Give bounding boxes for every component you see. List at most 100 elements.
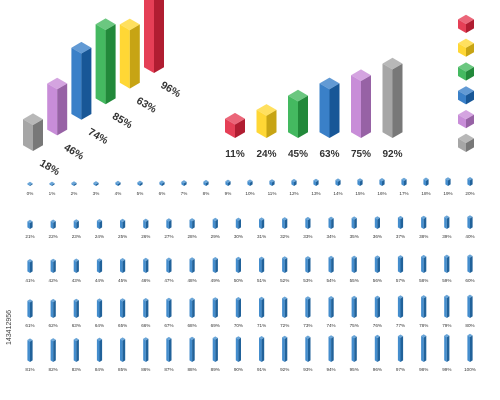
small-bar-74pct-top-face [328,296,334,300]
color-swatch-column [458,14,474,152]
small-bar-91pct-right-face [261,337,265,362]
small-bar-48pct-left-face [189,258,193,273]
small-bar-label-51pct: 51% [257,278,266,283]
small-bar-label-72pct: 72% [280,323,289,328]
small-bar-55pct [351,255,357,273]
small-bar-label-13pct: 13% [311,191,320,196]
small-bar-31pct-top-face [259,217,265,221]
small-bar-label-95pct: 95% [350,367,359,372]
small-bar-label-4pct: 4% [115,191,122,196]
small-bar-75pct-top-face [351,295,357,299]
small-bar-label-50pct: 50% [234,278,243,283]
front-bar-1-right-face [235,118,245,138]
small-bar-label-77pct: 77% [396,323,405,328]
small-bar-label-42pct: 42% [49,278,58,283]
swatch-cube-gray-right-face [466,138,474,152]
swatch-cube-gray [458,133,474,152]
small-bar-23pct-left-face [73,220,77,229]
small-bar-90pct-right-face [238,337,241,362]
iso-bar-5 [119,18,140,89]
small-bar-37pct-left-face [397,217,401,229]
small-bar-51pct-right-face [261,258,265,273]
small-bar-label-35pct: 35% [350,234,359,239]
small-bar-label-10pct: 10% [245,191,254,196]
small-bar-83pct [73,337,79,362]
small-bar-74pct-right-face [331,297,334,318]
small-bar-label-53pct: 53% [303,278,312,283]
small-bar-7pct [181,180,187,186]
small-bar-0pct-top-face [27,181,33,185]
small-bar-23pct [73,219,79,229]
small-bar-label-94pct: 94% [326,367,335,372]
small-bar-31pct-left-face [259,219,262,229]
front-bar-3 [288,89,308,138]
front-bar-6-top-face [382,57,403,70]
small-bar-label-41pct: 41% [25,278,34,283]
small-bar-97pct-top-face [397,334,404,338]
small-bar-18pct-right-face [426,179,429,186]
small-bar-49pct-top-face [212,257,218,261]
small-bar-label-93pct: 93% [303,367,312,372]
small-bar-13pct-top-face [313,178,319,182]
small-bar-label-59pct: 59% [442,278,451,283]
small-bar-54pct-top-face [328,255,334,259]
small-bar-60pct-left-face [467,256,470,273]
small-bar-85pct [120,337,126,362]
small-bar-label-69pct: 69% [211,323,220,328]
small-bar-label-88pct: 88% [188,367,197,372]
small-bar-19pct-top-face [445,177,451,181]
small-bar-80pct-top-face [467,294,473,298]
small-bar-61pct-left-face [27,300,30,318]
small-bar-79pct [444,294,450,318]
small-bar-label-14pct: 14% [333,191,342,196]
small-bar-20pct [467,177,473,186]
small-bar-27pct-top-face [166,218,172,222]
small-bar-60pct-top-face [467,254,473,258]
small-bar-28pct-left-face [189,219,193,229]
small-bar-17pct-left-face [401,179,404,186]
small-bar-35pct-left-face [351,218,355,229]
small-bar-70pct-right-face [238,298,241,318]
small-bar-41pct-right-face [30,260,33,273]
small-bar-label-85pct: 85% [118,367,127,372]
small-bar-50pct [235,256,241,273]
small-bar-55pct-left-face [351,257,355,273]
small-bar-16pct [379,178,385,186]
small-bar-4pct [115,180,121,186]
small-bar-28pct-right-face [192,219,195,229]
small-bar-label-22pct: 22% [49,234,58,239]
small-bar-53pct [305,256,311,273]
small-bar-41pct-left-face [27,260,30,273]
small-bar-0pct-left-face [27,183,30,186]
small-bar-58pct-left-face [421,256,424,273]
small-bar-5pct-left-face [137,182,140,186]
small-bar-19pct [445,177,451,186]
small-bar-73pct-left-face [305,297,308,318]
small-bar-label-26pct: 26% [141,234,150,239]
small-bar-82pct [50,338,56,362]
iso-bar-label-4: 85% [110,110,135,131]
small-bar-6pct [159,180,165,186]
iso-bar-6-left-face [144,0,154,73]
small-bar-78pct-left-face [421,296,424,318]
small-bar-70pct-left-face [235,298,239,318]
small-bar-label-71pct: 71% [257,323,266,328]
small-bar-6pct-left-face [159,182,162,186]
front-bar-6-left-face [382,63,393,138]
iso-bar-2-right-face [57,83,68,136]
small-bar-72pct [282,296,288,318]
small-bar-label-39pct: 39% [442,234,451,239]
small-bar-12pct [291,178,297,186]
small-bar-41pct-top-face [27,259,33,263]
small-bar-77pct-left-face [397,296,401,318]
small-bar-label-48pct: 48% [188,278,197,283]
small-bar-55pct-top-face [351,255,357,259]
small-bar-63pct-top-face [73,298,79,302]
small-bar-label-75pct: 75% [350,323,359,328]
swatch-cube-purple-right-face [466,114,474,129]
small-bar-84pct [96,337,103,362]
small-bar-77pct-right-face [400,296,404,318]
small-bar-9pct-right-face [228,181,231,186]
small-bar-label-17pct: 17% [399,191,408,196]
small-bar-label-54pct: 54% [326,278,335,283]
